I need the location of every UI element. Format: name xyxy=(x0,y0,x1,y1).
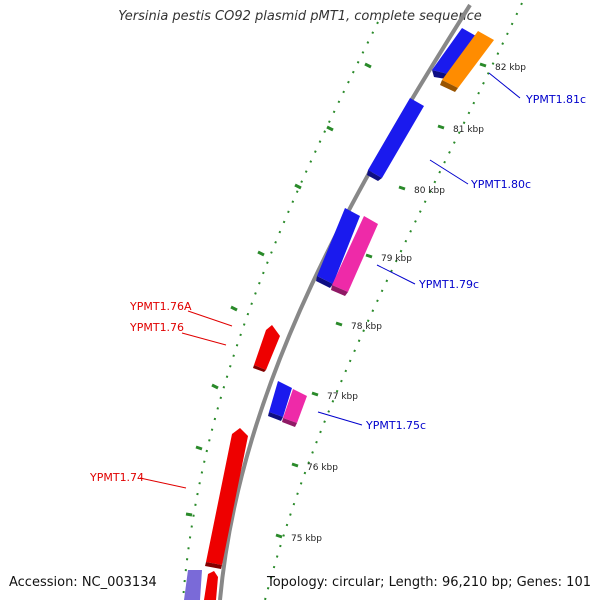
leader-ypmt1-76a xyxy=(187,310,233,327)
gene-red-bottom[interactable] xyxy=(204,571,218,600)
outer-major-tick xyxy=(195,445,203,451)
gene-label-ypmt1-74[interactable]: YPMT1.74 xyxy=(89,471,144,484)
tick-labels: 75 kbp 76 kbp 77 kbp 78 kbp 79 kbp 80 kbp 81 k… xyxy=(275,62,526,544)
gene-orange-ypmt1-81c[interactable] xyxy=(442,31,494,88)
gene-blue-ypmt1-80c-side xyxy=(367,170,382,181)
gene-label-ypmt1-79c[interactable]: YPMT1.79c xyxy=(418,278,479,291)
leader-ypmt1-76 xyxy=(181,332,227,346)
tick-label: 80 kbp xyxy=(414,186,445,196)
outer-major-tick xyxy=(257,250,265,257)
inner-major-tick xyxy=(437,124,445,130)
gene-blue-ypmt1-75c-side xyxy=(268,412,283,421)
tick-label: 82 kbp xyxy=(495,63,526,73)
backbone-circle xyxy=(218,3,472,600)
leader-ypmt1-80c xyxy=(429,159,469,185)
outer-major-tick xyxy=(211,383,219,390)
gene-blue-top[interactable] xyxy=(432,28,476,74)
outer-major-ticks xyxy=(185,62,372,517)
gene-blue-ypmt1-79c[interactable] xyxy=(317,208,360,284)
outer-major-tick xyxy=(294,183,302,190)
leader-ypmt1-74 xyxy=(139,477,187,489)
inner-major-tick xyxy=(291,462,299,468)
gene-label-ypmt1-76[interactable]: YPMT1.76 xyxy=(129,321,184,334)
gene-red-ypmt1-74[interactable] xyxy=(206,428,248,565)
outer-major-tick xyxy=(364,62,372,69)
leader-ypmt1-79c xyxy=(376,264,416,285)
gene-blue-ypmt1-79c-side xyxy=(316,276,333,288)
tick-label: 81 kbp xyxy=(453,125,484,135)
gene-features xyxy=(184,28,494,600)
leader-ypmt1-81c xyxy=(488,72,521,99)
outer-major-tick xyxy=(230,305,238,312)
map-title: Yersinia pestis CO92 plasmid pMT1, compl… xyxy=(118,9,482,24)
gene-red-ypmt1-74-side xyxy=(205,562,222,569)
gene-label-ypmt1-81c[interactable]: YPMT1.81c xyxy=(525,93,586,106)
gene-blue-ypmt1-80c[interactable] xyxy=(368,98,424,178)
gene-blue-top-side xyxy=(432,70,448,79)
gene-label-ypmt1-76a[interactable]: YPMT1.76A xyxy=(129,300,192,313)
gene-label-ypmt1-75c[interactable]: YPMT1.75c xyxy=(365,419,426,432)
gene-magenta-ypmt1-75c[interactable] xyxy=(283,389,307,423)
gene-purple-bottom[interactable] xyxy=(184,570,202,600)
outer-dotted-ring xyxy=(182,21,379,600)
tick-label: 79 kbp xyxy=(381,254,412,264)
accession-text: Accession: NC_003134 xyxy=(9,575,157,590)
leader-ypmt1-75c xyxy=(317,411,363,426)
leader-lines xyxy=(139,72,521,489)
tick-label: 76 kbp xyxy=(307,463,338,473)
inner-major-tick xyxy=(398,185,406,191)
outer-major-tick xyxy=(326,125,334,132)
inner-major-tick xyxy=(311,391,319,397)
tick-label: 78 kbp xyxy=(351,322,382,332)
gene-orange-ypmt1-81c-side xyxy=(440,80,458,92)
gene-magenta-ypmt1-79c[interactable] xyxy=(332,216,378,292)
outer-major-tick xyxy=(185,512,193,517)
gene-labels: YPMT1.81c YPMT1.80c YPMT1.79c YPMT1.75c … xyxy=(89,93,586,484)
inner-major-tick xyxy=(335,321,343,327)
topology-summary: Topology: circular; Length: 96,210 bp; G… xyxy=(266,575,591,590)
inner-major-tick xyxy=(275,533,283,539)
gene-red-ypmt1-76[interactable] xyxy=(254,325,280,370)
inner-major-tick xyxy=(365,253,373,259)
tick-label: 75 kbp xyxy=(291,534,322,544)
gene-label-ypmt1-80c[interactable]: YPMT1.80c xyxy=(470,178,531,191)
gene-magenta-ypmt1-79c-side xyxy=(331,285,348,296)
gene-red-ypmt1-76-side xyxy=(253,365,266,372)
inner-major-tick xyxy=(479,62,487,68)
gene-blue-ypmt1-75c[interactable] xyxy=(269,381,292,417)
gene-magenta-ypmt1-75c-side xyxy=(282,418,297,427)
tick-label: 77 kbp xyxy=(327,392,358,402)
